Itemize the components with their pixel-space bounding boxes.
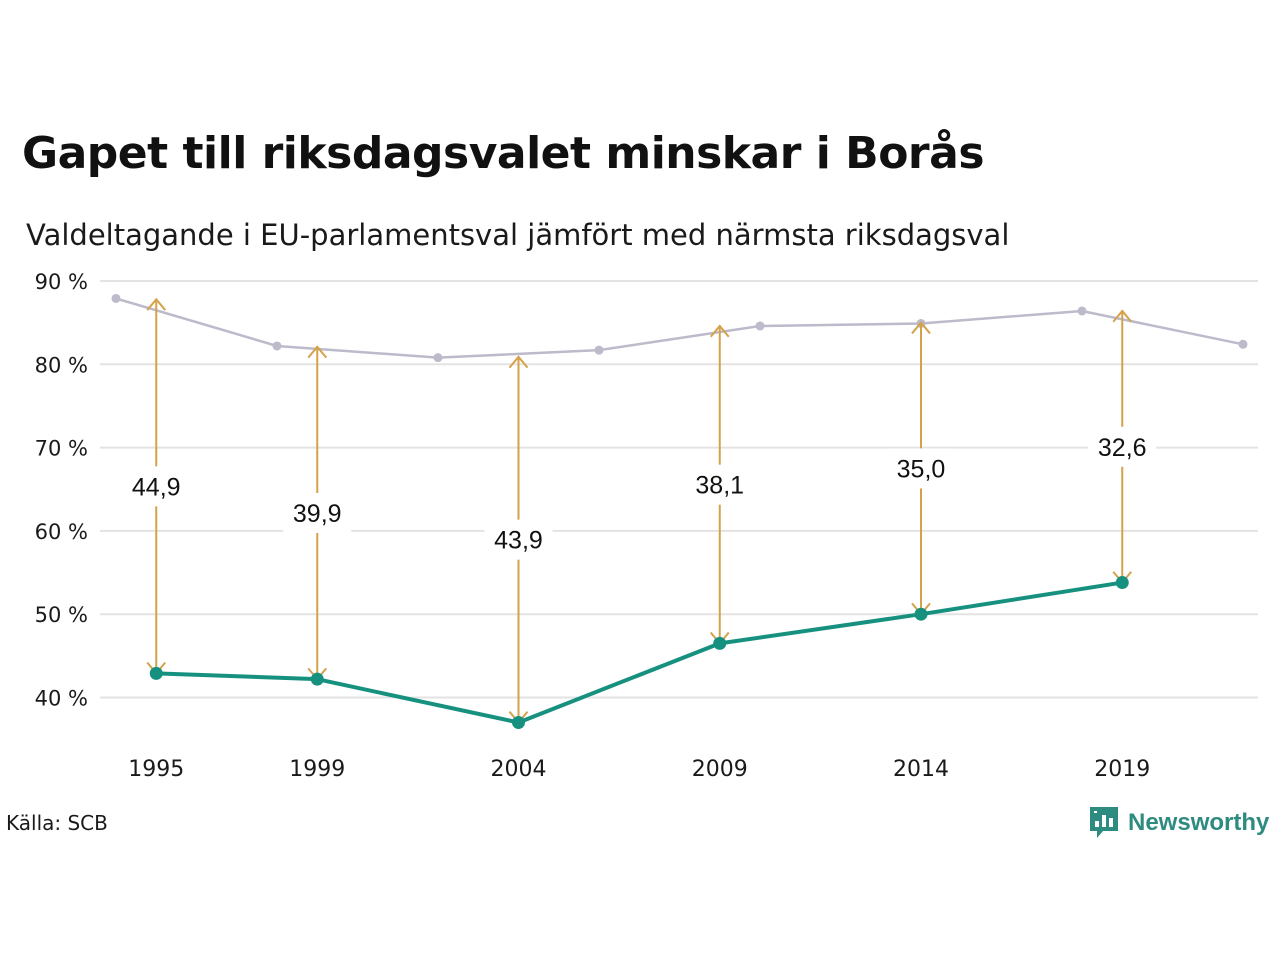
x-tick-label: 2019: [1094, 757, 1150, 782]
gap-arrow-head-up: [508, 355, 529, 369]
eu-point: [914, 607, 928, 621]
riksdag-point: [1238, 339, 1248, 349]
x-tick-label: 1995: [128, 757, 184, 782]
gap-label-bg: [1088, 426, 1157, 467]
chart-title: Gapet till riksdagsvalet minskar i Borås: [22, 128, 985, 179]
riksdag-point: [594, 345, 604, 355]
y-tick-label: 90 %: [35, 270, 88, 294]
gap-arrow-head-up: [1112, 309, 1133, 323]
gap-arrow-head-up: [911, 321, 931, 335]
y-tick-label: 40 %: [35, 687, 88, 711]
gap-label: 35,0: [897, 455, 946, 483]
gap-label: 43,9: [494, 527, 543, 555]
gap-arrow-head-up: [307, 345, 328, 359]
gap-label-bg: [283, 492, 352, 533]
riksdag-point: [1077, 306, 1087, 316]
gap-label: 32,6: [1098, 434, 1147, 462]
y-tick-label: 80 %: [35, 353, 88, 377]
source-note: Källa: SCB: [6, 811, 108, 835]
riksdag-series-line: [115, 297, 1244, 359]
gap-label: 39,9: [293, 500, 342, 528]
gap-label-bg: [484, 519, 553, 560]
chart-subtitle: Valdeltagande i EU-parlamentsval jämfört…: [26, 218, 1010, 252]
y-tick-label: 60 %: [35, 520, 88, 544]
riksdag-point: [111, 293, 121, 303]
eu-point: [310, 672, 324, 686]
gap-label-bg: [685, 464, 754, 505]
eu-point: [512, 715, 525, 729]
gap-label-bg: [122, 466, 191, 507]
eu-point: [713, 636, 727, 650]
newsworthy-bar-chart-icon: [1090, 807, 1118, 838]
eu-series-line: [156, 580, 1123, 725]
riksdag-point: [272, 341, 282, 351]
x-tick-label: 2009: [692, 757, 748, 782]
newsworthy-logo: Newsworthy: [1088, 803, 1269, 843]
x-tick-label: 2014: [893, 757, 949, 782]
x-tick-label: 1999: [289, 757, 345, 782]
gap-label: 38,1: [695, 472, 744, 500]
gap-label: 44,9: [132, 473, 181, 501]
eu-point: [149, 666, 163, 680]
y-tick-label: 50 %: [35, 603, 88, 627]
riksdag-point: [433, 353, 443, 363]
riksdag-point: [755, 321, 765, 331]
gap-label-bg: [887, 448, 955, 489]
x-tick-label: 2004: [491, 757, 547, 782]
logo-name: Newsworthy: [1128, 809, 1270, 836]
gap-arrow-head-up: [709, 324, 730, 338]
eu-point: [1115, 576, 1129, 590]
y-tick-label: 70 %: [35, 437, 88, 461]
gap-arrow-head-up: [146, 297, 167, 311]
